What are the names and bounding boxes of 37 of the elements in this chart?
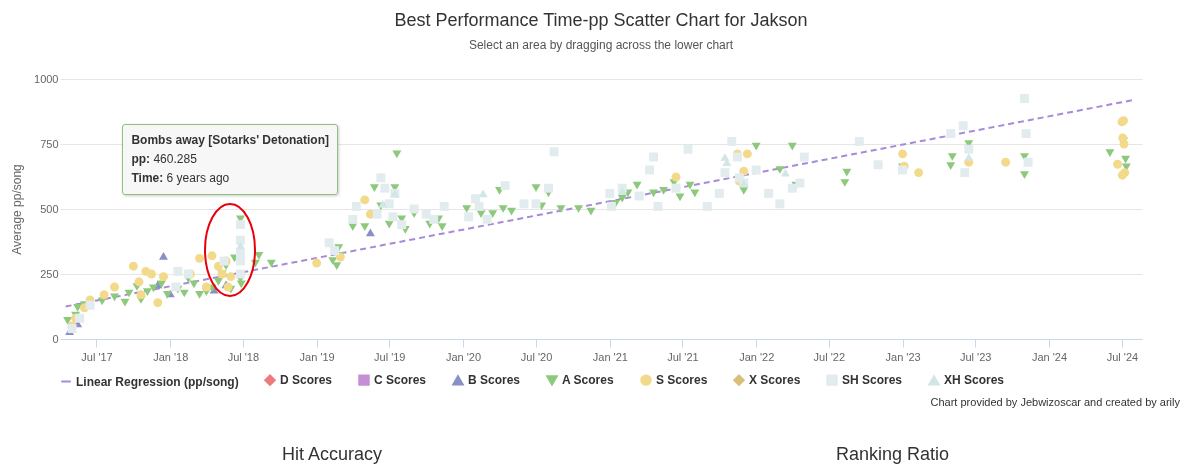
chart-subtitle: Select an area by dragging across the lower chart xyxy=(468,38,734,52)
annotation: Bombs away [Sotarks' Detonation] pp: 460.285 Time: 6 years ago xyxy=(131,132,330,188)
x-tick-label: Jul '24 xyxy=(1106,350,1139,363)
x-tick-label: Jan '19 xyxy=(299,350,335,363)
legend-label: S Scores xyxy=(656,373,708,388)
y-tick-label: 1000 xyxy=(34,72,59,85)
tooltip-box: Bombs away [Sotarks' Detonation] pp: 460.285 Time: 6 years ago xyxy=(122,124,338,196)
x-tick-label: Jul '20 xyxy=(520,350,553,363)
x-tick-label: Jan '21 xyxy=(592,350,628,363)
x-tick-label: Jan '24 xyxy=(1031,350,1068,363)
x-tick-label: Jan '18 xyxy=(153,350,189,363)
x-tick-label: Jul '19 xyxy=(374,350,406,363)
x-tick-label: Jul '21 xyxy=(667,350,699,363)
x-tick-label: Jan '23 xyxy=(885,350,921,363)
x-tick-label: Jan '22 xyxy=(739,350,775,363)
y-tick-label: 750 xyxy=(40,137,59,150)
chart-title: Best Performance Time-pp Scatter Chart for Jakson xyxy=(394,10,808,30)
legend-label: C Scores xyxy=(374,373,427,388)
legend-label: D Scores xyxy=(280,373,333,388)
x-tick-label: Jul '23 xyxy=(959,350,992,363)
y-tick-label: 250 xyxy=(40,267,59,280)
text: Hit Accuracy xyxy=(282,444,383,465)
text: Ranking Ratio xyxy=(836,444,950,465)
legend-label: B Scores xyxy=(468,373,521,388)
x-tick-label: Jul '22 xyxy=(813,350,846,363)
legend-label: Linear Regression (pp/song) xyxy=(76,374,239,389)
x-tick-label: Jan '20 xyxy=(445,350,482,363)
y-tick-label: 500 xyxy=(40,202,59,215)
y-axis-title: Average pp/song xyxy=(10,164,25,255)
x-tick-label: Jul '17 xyxy=(81,350,113,363)
x-tick-label: Jul '18 xyxy=(227,350,260,363)
text: Chart provided by Jebwizoscar and created by arily xyxy=(930,396,1180,408)
legend-label: A Scores xyxy=(562,373,614,388)
y-tick-label: 0 xyxy=(52,332,59,345)
legend-label: XH Scores xyxy=(944,373,1005,388)
legend-label: X Scores xyxy=(749,373,801,388)
legend-label: SH Scores xyxy=(842,373,903,388)
